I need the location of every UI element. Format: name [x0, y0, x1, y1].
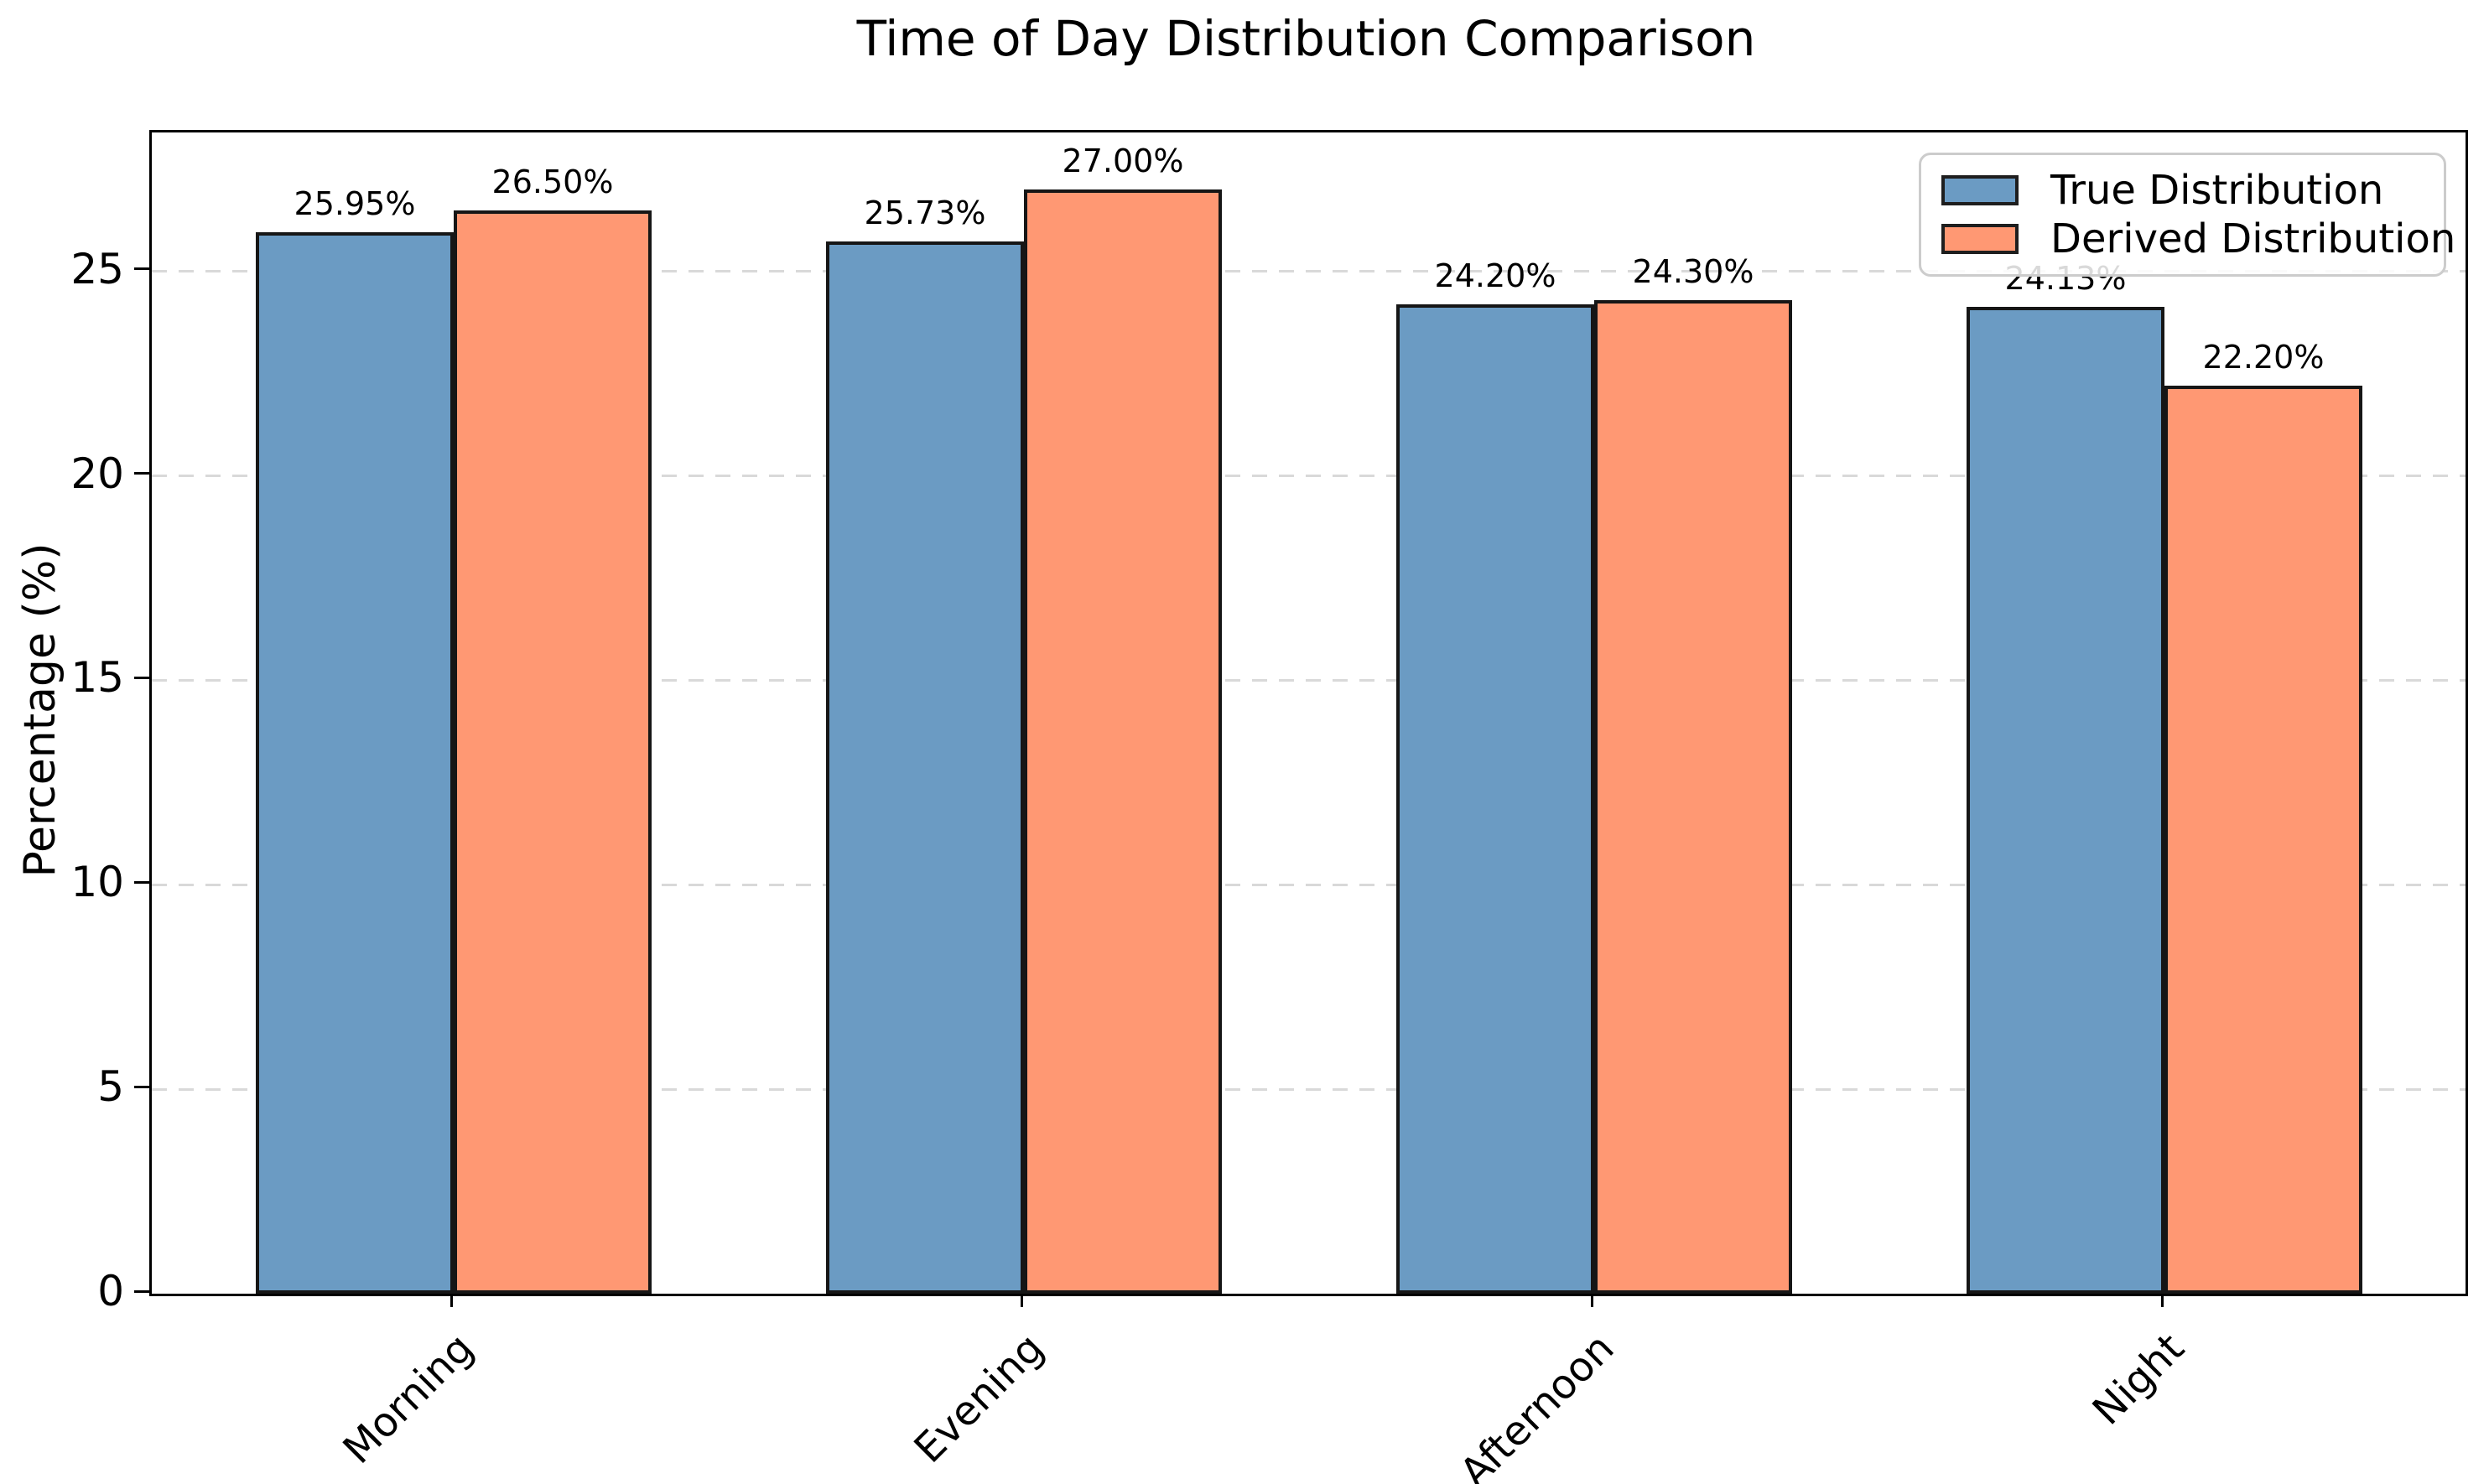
legend-row-2: Derived Distribution [1941, 219, 2455, 259]
legend-label-2: Derived Distribution [2050, 215, 2456, 262]
plot-area: 25.95% 26.50% 25.73% 27.00% 24.20% 24.30% 24.1… [149, 130, 2468, 1296]
legend-swatch-1 [1941, 175, 2019, 205]
x-tick-label-afternoon: Afternoon [1451, 1324, 1624, 1484]
bar-derived-morning [454, 210, 652, 1294]
bar-label-derived-night: 22.20% [2202, 339, 2325, 376]
y-tick-label-0: 0 [97, 1267, 124, 1315]
bar-label-derived-morning: 26.50% [491, 163, 614, 200]
gridline-y-10 [152, 883, 2466, 886]
y-tick-mark-20 [134, 472, 149, 475]
y-tick-mark-0 [134, 1289, 149, 1293]
y-tick-mark-25 [134, 267, 149, 271]
bar-true-afternoon [1396, 304, 1594, 1294]
bar-label-true-afternoon: 24.20% [1434, 257, 1556, 294]
x-tick-mark-afternoon [1590, 1294, 1593, 1307]
y-tick-label-5: 5 [97, 1062, 124, 1112]
x-tick-mark-evening [1020, 1294, 1023, 1307]
y-tick-label-20: 20 [70, 449, 124, 498]
x-tick-label-night: Night [2083, 1324, 2194, 1435]
bar-true-morning [256, 232, 454, 1294]
x-tick-label-morning: Morning [334, 1324, 483, 1473]
bar-label-derived-afternoon: 24.30% [1632, 252, 1754, 290]
gridline-y-5 [152, 1087, 2466, 1091]
gridline-y-25 [152, 270, 2466, 273]
bar-true-night [1967, 307, 2164, 1294]
legend-swatch-2 [1941, 224, 2019, 254]
chart-title: Time of Day Distribution Comparison [856, 10, 1756, 67]
gridline-y-15 [152, 679, 2466, 682]
x-tick-mark-morning [449, 1294, 453, 1307]
y-tick-mark-15 [134, 676, 149, 679]
gridline-y-20 [152, 475, 2466, 478]
bar-true-evening [826, 241, 1024, 1294]
x-tick-label-evening: Evening [905, 1324, 1053, 1472]
legend-label-1: True Distribution [2050, 167, 2384, 214]
bar-label-true-evening: 25.73% [864, 195, 986, 232]
y-tick-mark-10 [134, 880, 149, 884]
legend-row-1: True Distribution [1941, 170, 2424, 210]
legend: True Distribution Derived Distribution [1919, 153, 2455, 277]
bar-derived-afternoon [1594, 299, 1792, 1294]
y-tick-mark-5 [134, 1085, 149, 1088]
bar-label-true-morning: 25.95% [294, 185, 416, 223]
y-tick-label-15: 15 [70, 653, 124, 703]
bar-derived-evening [1024, 189, 1222, 1294]
bar-derived-night [2164, 386, 2362, 1294]
y-axis-label: Percentage (%) [15, 542, 65, 878]
y-tick-label-10: 10 [70, 858, 124, 907]
bar-label-derived-evening: 27.00% [1062, 143, 1184, 180]
x-tick-mark-night [2160, 1294, 2164, 1307]
y-tick-label-25: 25 [70, 244, 124, 293]
